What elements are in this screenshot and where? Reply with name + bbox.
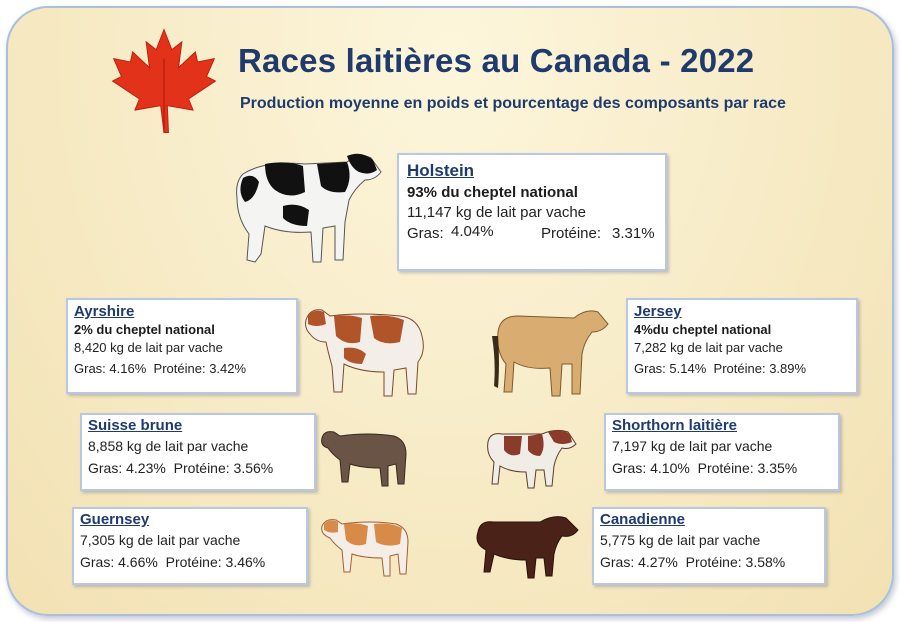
jersey-share: 4%du cheptel national (634, 322, 772, 337)
ayrshire-card: Ayrshire 2% du cheptel national 8,420 kg… (66, 298, 298, 394)
canadienne-protein: 3.58% (745, 554, 786, 570)
canadienne-cow-icon (476, 516, 579, 579)
guernsey-components: Gras: 4.66% Protéine: 3.46% (80, 554, 300, 570)
jersey-fat: 5.14% (669, 361, 707, 376)
shorthorn-card: Shorthorn laitière 7,197 kg de lait par … (604, 413, 840, 491)
fat-label: Gras: (80, 554, 115, 570)
shorthorn-cow-icon (487, 429, 577, 489)
shorthorn-milk: 7,197 kg de lait par vache (612, 438, 773, 454)
canadienne-fat: 4.27% (638, 554, 678, 570)
protein-label: Protéine: (173, 460, 230, 476)
protein-label: Protéine: (165, 554, 222, 570)
protein-label: Protéine: (697, 460, 754, 476)
guernsey-cow-icon (321, 519, 409, 577)
fat-label: Gras: (600, 554, 635, 570)
brown-swiss-cow-icon (321, 431, 407, 487)
protein-label: Protéine: (713, 361, 766, 376)
canadienne-card: Canadienne 5,775 kg de lait par vache Gr… (592, 507, 826, 585)
maple-leaf-icon (111, 28, 217, 133)
jersey-card: Jersey 4%du cheptel national 7,282 kg de… (626, 298, 858, 394)
protein-label: Protéine: (685, 554, 742, 570)
guernsey-milk: 7,305 kg de lait par vache (80, 532, 241, 548)
ayrshire-cow-icon (305, 309, 424, 397)
ayrshire-protein: 3.42% (209, 361, 247, 376)
holstein-fat: 4.04% (451, 223, 494, 240)
jersey-milk: 7,282 kg de lait par vache (634, 340, 783, 355)
canadienne-milk: 5,775 kg de lait par vache (600, 532, 761, 548)
holstein-milk: 11,147 kg de lait par vache (407, 204, 587, 221)
ayrshire-name: Ayrshire (74, 303, 135, 320)
page-title: Races laitières au Canada - 2022 (238, 42, 755, 79)
holstein-card: Holstein 93% du cheptel national 11,147 … (397, 153, 667, 271)
canadienne-name: Canadienne (600, 511, 686, 528)
shorthorn-components: Gras: 4.10% Protéine: 3.35% (612, 460, 832, 476)
protein-label: Protéine: (541, 225, 602, 242)
ayrshire-share: 2% du cheptel national (74, 322, 215, 337)
holstein-components: Gras: 4.04% Protéine: 3.31% (407, 223, 657, 243)
suisse-brune-protein: 3.56% (233, 460, 274, 476)
ayrshire-fat: 4.16% (109, 361, 147, 376)
guernsey-fat: 4.66% (118, 554, 158, 570)
fat-label: Gras: (612, 460, 647, 476)
holstein-name: Holstein (407, 161, 475, 180)
jersey-components: Gras: 5.14% Protéine: 3.89% (634, 361, 850, 376)
shorthorn-fat: 4.10% (650, 460, 690, 476)
fat-label: Gras: (88, 460, 123, 476)
fat-label: Gras: (634, 361, 666, 376)
suisse-brune-milk: 8,858 kg de lait par vache (88, 438, 249, 454)
suisse-brune-card: Suisse brune 8,858 kg de lait par vache … (80, 413, 316, 491)
protein-label: Protéine: (153, 361, 206, 376)
ayrshire-milk: 8,420 kg de lait par vache (74, 340, 223, 355)
ayrshire-components: Gras: 4.16% Protéine: 3.42% (74, 361, 290, 376)
jersey-cow-icon (492, 310, 609, 397)
suisse-brune-fat: 4.23% (126, 460, 166, 476)
jersey-name: Jersey (634, 303, 682, 320)
suisse-brune-name: Suisse brune (88, 417, 183, 434)
canadienne-components: Gras: 4.27% Protéine: 3.58% (600, 554, 818, 570)
jersey-protein: 3.89% (769, 361, 807, 376)
holstein-cow-icon (236, 153, 382, 263)
guernsey-card: Guernsey 7,305 kg de lait par vache Gras… (72, 507, 308, 585)
shorthorn-name: Shorthorn laitière (612, 417, 738, 434)
shorthorn-protein: 3.35% (757, 460, 798, 476)
suisse-brune-components: Gras: 4.23% Protéine: 3.56% (88, 460, 308, 476)
page-subtitle: Production moyenne en poids et pourcenta… (240, 95, 786, 112)
fat-label: Gras: (74, 361, 106, 376)
guernsey-name: Guernsey (80, 511, 150, 528)
guernsey-protein: 3.46% (225, 554, 266, 570)
holstein-share: 93% du cheptel national (407, 184, 578, 201)
fat-label: Gras: (407, 225, 444, 242)
holstein-protein: 3.31% (612, 225, 655, 242)
